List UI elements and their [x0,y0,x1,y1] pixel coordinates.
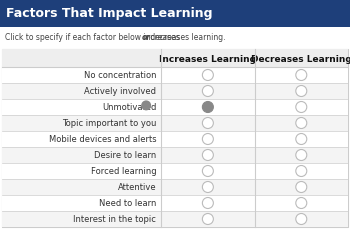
Text: Desire to learn: Desire to learn [94,151,156,160]
Circle shape [296,182,307,193]
Text: Actively involved: Actively involved [84,87,156,96]
FancyBboxPatch shape [2,147,348,163]
Circle shape [296,150,307,161]
Circle shape [202,118,214,129]
FancyBboxPatch shape [2,211,348,227]
FancyBboxPatch shape [0,0,350,28]
Text: Attentive: Attentive [118,183,156,192]
Text: Decreases Learning: Decreases Learning [251,54,350,63]
Circle shape [296,198,307,209]
Text: Mobile devices and alerts: Mobile devices and alerts [49,135,156,144]
Circle shape [202,70,214,81]
Text: Factors That Impact Learning: Factors That Impact Learning [6,8,212,20]
Circle shape [202,182,214,193]
Text: No concentration: No concentration [84,71,156,80]
Circle shape [202,166,214,177]
FancyBboxPatch shape [2,50,348,68]
Text: Click to specify if each factor below increases: Click to specify if each factor below in… [5,33,182,42]
Circle shape [202,102,214,113]
Text: decreases learning.: decreases learning. [148,33,225,42]
Circle shape [296,118,307,129]
Circle shape [202,134,214,145]
Circle shape [296,86,307,97]
FancyBboxPatch shape [2,115,348,131]
FancyBboxPatch shape [2,195,348,211]
FancyBboxPatch shape [2,131,348,147]
Circle shape [296,102,307,113]
Circle shape [202,150,214,161]
FancyBboxPatch shape [2,68,348,84]
FancyBboxPatch shape [2,50,348,227]
Text: Unmotivated: Unmotivated [102,103,156,112]
Text: Forced learning: Forced learning [91,167,156,176]
FancyBboxPatch shape [2,84,348,100]
Circle shape [202,86,214,97]
Text: or: or [142,33,151,42]
Circle shape [296,214,307,224]
Text: Topic important to you: Topic important to you [62,119,156,128]
Circle shape [202,214,214,224]
FancyBboxPatch shape [2,100,348,115]
Circle shape [202,198,214,209]
FancyBboxPatch shape [2,163,348,179]
FancyBboxPatch shape [2,179,348,195]
Circle shape [296,166,307,177]
Text: Increases Learning: Increases Learning [159,54,256,63]
Text: Need to learn: Need to learn [99,199,156,208]
Circle shape [141,101,151,111]
Text: Interest in the topic: Interest in the topic [73,215,156,224]
Circle shape [296,70,307,81]
Circle shape [296,134,307,145]
